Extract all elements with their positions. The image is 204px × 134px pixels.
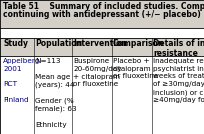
Text: Inadequate respo
psychiatrist in ch
weeks of treatme
of ≥30mg/day fo
inclusion) : Inadequate respo psychiatrist in ch week… xyxy=(153,58,204,103)
Text: Table 51    Summary of included studies. Comparison 50. Au: Table 51 Summary of included studies. Co… xyxy=(3,2,204,11)
Text: Study: Study xyxy=(3,39,28,48)
Text: Appelberg
2001

RCT

Finland: Appelberg 2001 RCT Finland xyxy=(3,58,40,103)
Text: Intervention: Intervention xyxy=(73,39,127,48)
Bar xyxy=(0,0,204,28)
Text: Comparison: Comparison xyxy=(113,39,164,48)
Bar xyxy=(0,38,204,56)
Text: Placebo +
citalopram
or fluoxetine: Placebo + citalopram or fluoxetine xyxy=(113,58,158,79)
Text: Details of inade-
resistance: Details of inade- resistance xyxy=(153,39,204,58)
Text: N=113

Mean age
(years): 44

Gender (%
female): 63

Ethnicity: N=113 Mean age (years): 44 Gender (% fem… xyxy=(35,58,77,127)
Bar xyxy=(0,28,204,38)
Text: Buspirone
20-60mg/day
+ citalopram
or fluoxetine: Buspirone 20-60mg/day + citalopram or fl… xyxy=(73,58,122,87)
Text: continuing with antidepressant (+/− placebo): continuing with antidepressant (+/− plac… xyxy=(3,10,201,19)
Text: Population: Population xyxy=(35,39,82,48)
